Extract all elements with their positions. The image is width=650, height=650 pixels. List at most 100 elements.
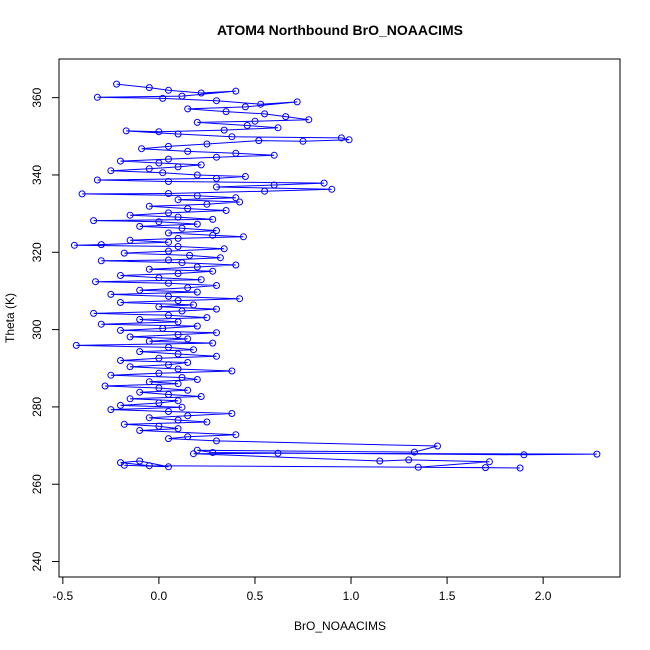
- data-point: [203, 418, 211, 426]
- data-point: [145, 462, 153, 470]
- x-axis: -0.5 0.0 0.5 1.0 1.5 2.0: [52, 576, 552, 603]
- data-point: [184, 433, 192, 441]
- data-point: [184, 412, 192, 420]
- data-point: [155, 159, 163, 167]
- data-point: [93, 176, 101, 184]
- data-point: [203, 314, 211, 322]
- data-point: [232, 194, 240, 202]
- data-point: [120, 420, 128, 428]
- data-point: [117, 357, 124, 364]
- data-point: [97, 257, 105, 265]
- data-point: [165, 209, 172, 217]
- data-point: [193, 446, 201, 454]
- data-point: [155, 399, 163, 407]
- data-point: [184, 147, 192, 155]
- data-point: [165, 238, 172, 246]
- data-point: [209, 215, 217, 223]
- data-point: [178, 224, 186, 232]
- data-point: [145, 202, 153, 210]
- data-point: [174, 213, 182, 221]
- data-point: [232, 149, 240, 157]
- data-point: [145, 378, 153, 386]
- data-point: [174, 234, 182, 242]
- data-point: [236, 295, 244, 303]
- data-point: [165, 391, 172, 398]
- data-point: [165, 190, 172, 197]
- data-point: [220, 126, 228, 134]
- data-point: [228, 133, 236, 141]
- data-point: [107, 167, 115, 175]
- data-point: [193, 171, 201, 179]
- y-axis: 240 260 280 300 320 340 360: [30, 87, 60, 572]
- data-point: [136, 348, 144, 356]
- data-point: [193, 192, 201, 200]
- data-point: [90, 309, 98, 317]
- data-point: [197, 161, 205, 169]
- data-point: [165, 247, 172, 255]
- data-point: [193, 288, 201, 296]
- data-point: [113, 80, 121, 88]
- data-point: [184, 105, 192, 113]
- data-point: [165, 435, 172, 443]
- data-point: [241, 103, 249, 111]
- data-point: [136, 457, 144, 465]
- data-point: [165, 343, 172, 351]
- data-point: [165, 311, 172, 319]
- data-point: [155, 422, 163, 430]
- series-line: [74, 83, 597, 469]
- x-tick-label: 0.0: [151, 589, 168, 603]
- data-point: [255, 137, 263, 145]
- data-point: [236, 198, 244, 206]
- data-point: [274, 449, 282, 457]
- x-tick-label: 2.0: [535, 589, 552, 603]
- data-point: [165, 292, 172, 300]
- data-point: [165, 279, 172, 287]
- data-point: [228, 410, 236, 417]
- data-point: [165, 229, 172, 237]
- data-point: [174, 297, 182, 305]
- data-point: [197, 393, 205, 400]
- data-point: [376, 457, 384, 465]
- data-point: [126, 236, 134, 244]
- y-tick-label: 260: [30, 474, 44, 494]
- data-point: [117, 272, 124, 279]
- x-tick-label: 1.5: [439, 589, 456, 603]
- data-point: [107, 371, 115, 379]
- data-point: [213, 174, 220, 182]
- data-point: [193, 376, 201, 383]
- y-tick-label: 320: [30, 242, 44, 262]
- data-point: [159, 94, 167, 102]
- data-point: [155, 354, 163, 362]
- data-point: [155, 369, 163, 377]
- data-point: [213, 437, 220, 445]
- data-point: [120, 461, 128, 469]
- data-point: [145, 265, 153, 273]
- data-point: [136, 427, 144, 434]
- data-point: [328, 185, 336, 193]
- data-point: [174, 397, 182, 405]
- data-point: [213, 227, 220, 235]
- data-point: [228, 367, 236, 375]
- data-point: [138, 145, 146, 153]
- data-point: [216, 254, 224, 262]
- data-point: [320, 179, 328, 187]
- data-point: [90, 217, 98, 225]
- data-point: [174, 425, 182, 433]
- data-point: [184, 205, 192, 213]
- data-point: [155, 218, 163, 226]
- data-point: [97, 241, 105, 249]
- data-point: [485, 458, 493, 466]
- data-point: [145, 165, 153, 173]
- data-point: [178, 374, 186, 381]
- data-point: [257, 100, 265, 108]
- data-point: [165, 361, 172, 369]
- data-point: [165, 178, 172, 185]
- data-point: [193, 118, 201, 126]
- data-point: [174, 130, 182, 138]
- data-point: [178, 259, 186, 267]
- data-point: [165, 86, 172, 94]
- data-point: [516, 464, 524, 472]
- data-point: [145, 337, 153, 345]
- data-point: [220, 245, 228, 253]
- data-point: [101, 382, 109, 390]
